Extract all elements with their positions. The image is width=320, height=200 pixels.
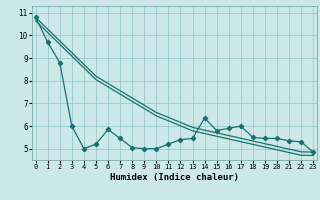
X-axis label: Humidex (Indice chaleur): Humidex (Indice chaleur) (110, 173, 239, 182)
